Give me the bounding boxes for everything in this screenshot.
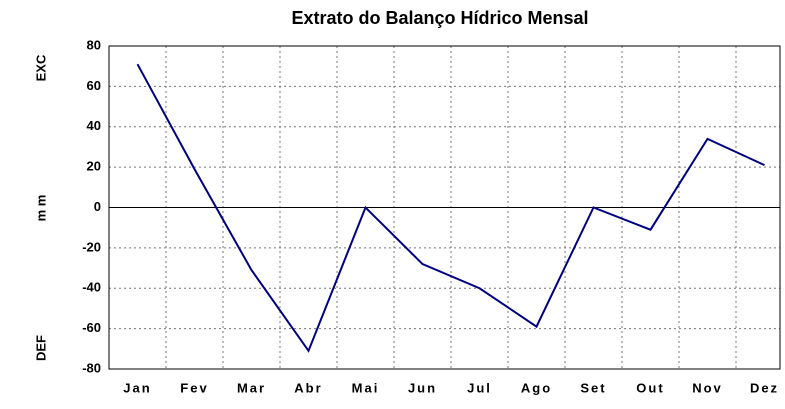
y-tick-label: 80: [87, 37, 101, 52]
x-tick-label: Out: [636, 380, 664, 395]
x-tick-label: Jun: [408, 380, 437, 395]
x-tick-label: Mar: [237, 380, 266, 395]
y-tick-label: 20: [87, 159, 101, 174]
y-tick-label: -40: [82, 280, 101, 295]
x-tick-label: Mai: [352, 380, 380, 395]
plot-frame: [108, 45, 781, 370]
annotation: EXC: [33, 54, 48, 81]
y-tick-label: -60: [82, 320, 101, 335]
y-tick-label: -80: [82, 360, 101, 375]
y-tick-label: 40: [87, 118, 101, 133]
y-tick-label: 60: [87, 78, 101, 93]
x-tick-label: Abr: [294, 380, 322, 395]
x-tick-label: Nov: [692, 380, 723, 395]
x-tick-label: Set: [580, 380, 606, 395]
x-tick-label: Fev: [180, 380, 208, 395]
y-tick-label: -20: [82, 239, 101, 254]
line: [136, 63, 765, 353]
x-tick-label: Jan: [123, 380, 151, 395]
annotation: DEF: [33, 335, 48, 361]
x-tick-label: Dez: [750, 380, 779, 395]
x-tick-label: Ago: [521, 380, 552, 395]
chart-title: Extrato do Balanço Hídrico Mensal: [291, 8, 588, 28]
x-tick-label: Jul: [467, 380, 492, 395]
y-axis-label: m m: [33, 195, 48, 222]
y-tick-label: 0: [94, 199, 101, 214]
